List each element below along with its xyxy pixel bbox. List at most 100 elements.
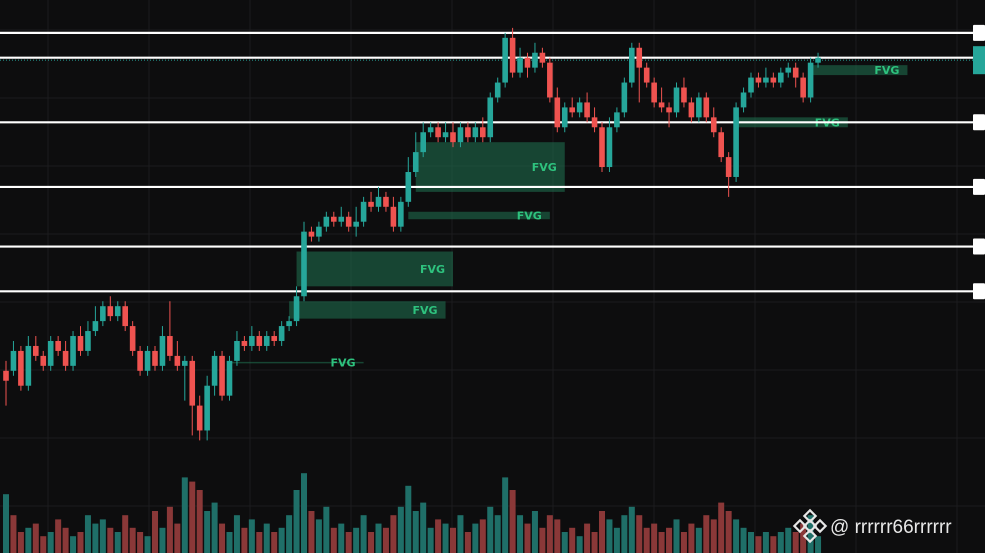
candle-body — [465, 127, 471, 138]
candle-body — [85, 331, 91, 351]
volume-bar — [405, 485, 412, 553]
candle-body — [748, 77, 754, 93]
candle-body — [435, 127, 441, 138]
candle-body — [770, 77, 777, 83]
price-axis-marker — [973, 114, 985, 131]
volume-bar — [680, 532, 687, 553]
candle-body — [502, 37, 508, 83]
volume-bar — [621, 515, 628, 553]
volume-bar — [792, 532, 799, 553]
candle-body — [815, 57, 821, 63]
candle-body — [517, 57, 523, 73]
volume-bar — [502, 477, 509, 553]
volume-bar — [762, 532, 769, 553]
candle-body — [807, 62, 814, 98]
fvg-label: FVG — [517, 209, 542, 222]
volume-bar — [651, 523, 658, 553]
candle-body — [763, 77, 769, 83]
volume-bar — [62, 527, 69, 553]
volume-bar — [84, 515, 91, 553]
volume-bar — [10, 515, 17, 553]
volume-bar — [494, 515, 501, 553]
price-axis-marker — [973, 283, 985, 300]
fvg-zone — [415, 142, 565, 192]
candle-body — [383, 196, 389, 207]
watermark-handle: @ rrrrrr66rrrrrr — [830, 517, 952, 538]
volume-bar — [390, 515, 397, 553]
volume-bar — [539, 527, 546, 553]
volume-bar — [278, 527, 285, 553]
candle-body — [390, 206, 397, 227]
volume-bar — [658, 532, 665, 553]
volume-bar — [181, 477, 188, 553]
candle-body — [606, 127, 613, 168]
candle-body — [420, 132, 426, 153]
volume-bar — [718, 502, 725, 553]
candle-body — [107, 306, 114, 317]
volume-bar — [606, 519, 613, 553]
candle-body — [740, 92, 747, 108]
candle-body — [621, 82, 628, 113]
volume-bar — [748, 532, 754, 553]
candle-body — [55, 340, 61, 351]
candle-body — [696, 97, 702, 118]
candle-body — [442, 132, 449, 138]
volume-bar — [740, 527, 747, 553]
candle-body — [524, 57, 531, 68]
current-price-marker — [973, 46, 985, 75]
volume-bar — [99, 519, 106, 553]
volume-bar — [368, 532, 375, 553]
candle-body — [316, 226, 322, 237]
candle-body — [710, 117, 717, 133]
candle-body — [3, 370, 9, 381]
volume-bar — [92, 523, 99, 553]
candle-body — [189, 360, 196, 406]
volume-bar — [353, 527, 360, 553]
volume-bar — [397, 506, 404, 553]
volume-bar — [807, 515, 814, 553]
candle-body — [643, 67, 650, 83]
candle-body — [211, 355, 218, 386]
candle-body — [278, 326, 285, 341]
volume-bar — [599, 511, 605, 553]
volume-bar — [725, 511, 732, 553]
candle-body — [360, 201, 367, 222]
candle-body — [301, 231, 307, 297]
volume-bar — [107, 527, 114, 553]
candle-body — [703, 97, 710, 118]
candle-body — [129, 326, 136, 351]
volume-bar — [472, 523, 479, 553]
candle-body — [733, 107, 739, 177]
candle-body — [375, 196, 382, 207]
volume-bar — [137, 532, 144, 553]
candle-body — [591, 117, 598, 128]
candle-body — [70, 336, 76, 366]
candle-body — [457, 127, 464, 143]
volume-bar — [241, 527, 248, 553]
candle-body — [77, 336, 84, 351]
candle-body — [532, 52, 538, 68]
candle-body — [256, 336, 263, 346]
volume-bar — [576, 536, 583, 553]
candle-body — [62, 350, 69, 366]
volume-bar — [360, 515, 367, 553]
volume-bar — [412, 511, 419, 553]
candle-body — [658, 102, 665, 108]
candle-body — [308, 231, 315, 237]
volume-bar — [17, 532, 24, 553]
volume-bar — [435, 519, 442, 553]
candle-body — [122, 306, 128, 327]
candle-body — [331, 216, 337, 222]
volume-bar — [32, 523, 39, 553]
candle-body — [271, 336, 277, 341]
candle-body — [480, 127, 486, 138]
fvg-zone — [229, 361, 364, 364]
candle-body — [405, 172, 412, 202]
volume-bar — [248, 519, 255, 553]
volume-bar — [591, 532, 598, 553]
volume-bar — [800, 523, 807, 553]
candle-body — [241, 340, 248, 346]
candle-body — [427, 127, 434, 133]
